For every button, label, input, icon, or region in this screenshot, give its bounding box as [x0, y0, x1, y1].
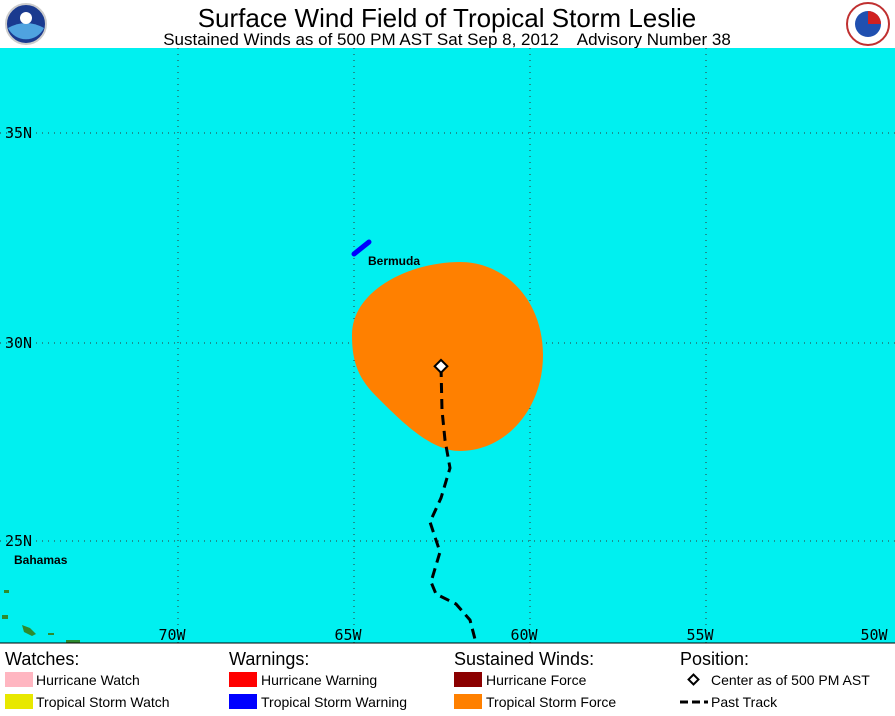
legend-heading: Position: [680, 649, 749, 669]
legend-item: Hurricane Force [486, 672, 587, 688]
legend-item: Past Track [711, 694, 778, 710]
lon-label: 70W [158, 626, 186, 644]
legend-heading: Sustained Winds: [454, 649, 594, 669]
legend-item: Tropical Storm Watch [36, 694, 170, 710]
swatch [5, 694, 33, 709]
lon-label: 55W [686, 626, 714, 644]
legend-item: Hurricane Warning [261, 672, 377, 688]
legend-item: Tropical Storm Force [486, 694, 616, 710]
islands [2, 590, 80, 643]
lat-label: 35N [5, 124, 32, 142]
legend-item: Hurricane Watch [36, 672, 140, 688]
lon-label: 65W [334, 626, 362, 644]
legend-item: Tropical Storm Warning [261, 694, 407, 710]
past-track [428, 366, 478, 644]
legend: Watches: Hurricane Watch Tropical Storm … [5, 649, 870, 710]
swatch [229, 672, 257, 687]
lat-label: 25N [5, 532, 32, 550]
lon-label: 50W [860, 626, 888, 644]
storm-center [433, 358, 449, 375]
lat-label: 30N [5, 334, 32, 352]
swatch [454, 694, 482, 709]
swatch [5, 672, 33, 687]
noaa-logo [5, 3, 47, 45]
place-label: Bahamas [14, 553, 68, 567]
legend-heading: Warnings: [229, 649, 309, 669]
swatch [229, 694, 257, 709]
subtitle: Sustained Winds as of 500 PM AST Sat Sep… [163, 30, 731, 49]
place-label: Bermuda [368, 254, 420, 268]
lon-label: 60W [510, 626, 538, 644]
legend-heading: Watches: [5, 649, 79, 669]
ts-wind-field [352, 262, 543, 451]
nws-logo [846, 2, 890, 46]
swatch [454, 672, 482, 687]
center-symbol [687, 673, 700, 686]
title: Surface Wind Field of Tropical Storm Les… [198, 3, 697, 33]
bermuda-warning [351, 239, 372, 257]
legend-item: Center as of 500 PM AST [711, 672, 870, 688]
